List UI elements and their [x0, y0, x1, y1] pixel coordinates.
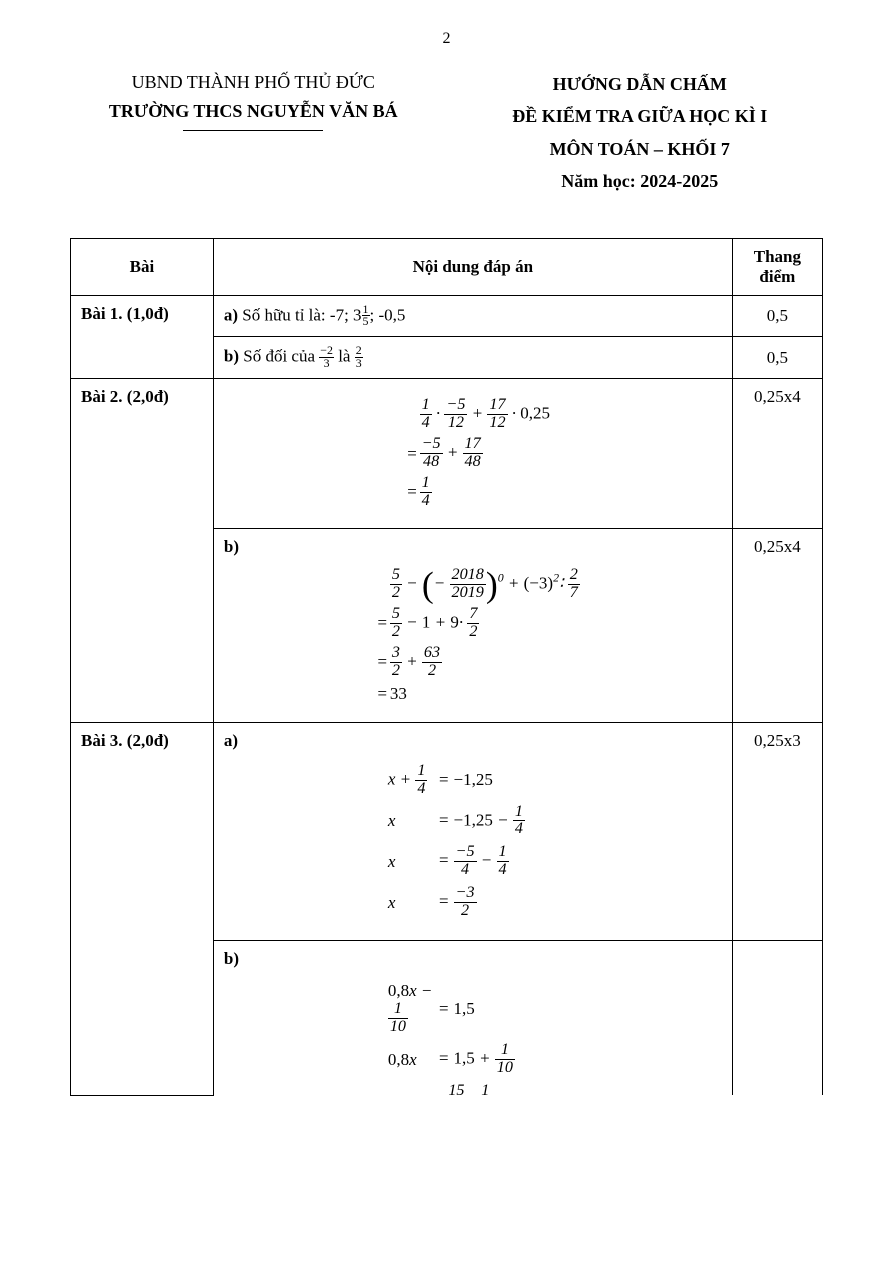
doc-title-3: MÔN TOÁN – KHỐI 7: [457, 133, 824, 165]
score-cell: 0,5: [732, 295, 822, 337]
bai-3-label: Bài 3. (2,0đ): [81, 731, 169, 750]
aligned: 14 · −512 + 1712 · 0,25 = −548 + 1748 = …: [396, 393, 550, 514]
col-header-content: Nội dung đáp án: [213, 238, 732, 295]
mixed-fraction: 315: [353, 304, 369, 329]
doc-title-4: Năm học: 2024-2025: [457, 165, 824, 197]
bai-3b-content: b) 0,8x − 110 = 1,5 0,8x = 1,5 + 110: [213, 941, 732, 1096]
header-left: UBND THÀNH PHỐ THỦ ĐỨC TRƯỜNG THCS NGUYỄ…: [70, 68, 437, 198]
text: là: [334, 347, 355, 366]
part-label: a): [224, 305, 238, 324]
bai-3-label-cell: Bài 3. (2,0đ): [71, 722, 214, 1095]
table-row: Bài 2. (2,0đ) 14 · −512 + 1712 · 0,25 = …: [71, 379, 823, 529]
bai-3a-content: a) x + 14 = −1,25 x = −1,25 − 14 x = −54: [213, 722, 732, 941]
bai-1-label-cell: Bài 1. (1,0đ): [71, 295, 214, 379]
answer-table: Bài Nội dung đáp án Thang điểm Bài 1. (1…: [70, 238, 823, 1096]
bai-1a-content: a) Số hữu tỉ là: -7; 315; -0,5: [213, 295, 732, 337]
table-row: Bài 3. (2,0đ) a) x + 14 = −1,25 x = −1,2…: [71, 722, 823, 941]
bai-2b-content: b) 52 − (− 20182019)0 + (−3)2∶ 27 = 52 −…: [213, 528, 732, 722]
math-block: 14 · −512 + 1712 · 0,25 = −548 + 1748 = …: [224, 387, 722, 520]
bai-2-label: Bài 2. (2,0đ): [81, 387, 169, 406]
school-name: TRƯỜNG THCS NGUYỄN VĂN BÁ: [70, 97, 437, 126]
part-label: a): [224, 731, 238, 750]
underline-decoration: [183, 130, 323, 131]
score-cell: 0,5: [732, 337, 822, 379]
doc-title-2: ĐỀ KIỂM TRA GIỮA HỌC KÌ I: [457, 100, 824, 132]
fraction: 23: [355, 345, 363, 370]
text: Số hữu tỉ là: -7;: [238, 305, 353, 324]
denominator: 3: [319, 357, 334, 370]
aligned: 52 − (− 20182019)0 + (−3)2∶ 27 = 52 − 1 …: [366, 563, 580, 708]
bai-1-label: Bài 1. (1,0đ): [81, 304, 169, 323]
bai-2-label-cell: Bài 2. (2,0đ): [71, 379, 214, 722]
score-cell: 0,25x4: [732, 528, 822, 722]
table-row: Bài 1. (1,0đ) a) Số hữu tỉ là: -7; 315; …: [71, 295, 823, 337]
col-header-score: Thang điểm: [732, 238, 822, 295]
page-number: 2: [70, 30, 823, 48]
document-header: UBND THÀNH PHỐ THỦ ĐỨC TRƯỜNG THCS NGUYỄ…: [70, 68, 823, 198]
whole: 3: [353, 305, 362, 324]
page: 2 UBND THÀNH PHỐ THỦ ĐỨC TRƯỜNG THCS NGU…: [0, 0, 893, 1264]
math-block: 0,8x − 110 = 1,5 0,8x = 1,5 + 110 15 1: [224, 969, 722, 1095]
part-label: b): [224, 537, 239, 556]
fraction: −23: [319, 345, 334, 370]
authority-name: UBND THÀNH PHỐ THỦ ĐỨC: [70, 68, 437, 97]
header-right: HƯỚNG DẪN CHẤM ĐỀ KIỂM TRA GIỮA HỌC KÌ I…: [457, 68, 824, 198]
text: ; -0,5: [370, 305, 406, 324]
fraction: 15: [362, 304, 370, 329]
denominator: 3: [355, 357, 363, 370]
bai-1b-content: b) Số đối của −23 là 23: [213, 337, 732, 379]
math-block: 52 − (− 20182019)0 + (−3)2∶ 27 = 52 − 1 …: [224, 557, 722, 714]
score-cell: 0,25x3: [732, 722, 822, 941]
score-cell: [732, 941, 822, 1096]
denominator: 5: [362, 315, 370, 328]
table-header-row: Bài Nội dung đáp án Thang điểm: [71, 238, 823, 295]
part-label: b): [224, 347, 239, 366]
part-label: b): [224, 949, 239, 968]
score-cell: 0,25x4: [732, 379, 822, 529]
math-block: x + 14 = −1,25 x = −1,25 − 14 x = −54 − …: [224, 751, 722, 933]
doc-title-1: HƯỚNG DẪN CHẤM: [457, 68, 824, 100]
text: Số đối của: [239, 347, 319, 366]
col-header-bai: Bài: [71, 238, 214, 295]
bai-2a-content: 14 · −512 + 1712 · 0,25 = −548 + 1748 = …: [213, 379, 732, 529]
